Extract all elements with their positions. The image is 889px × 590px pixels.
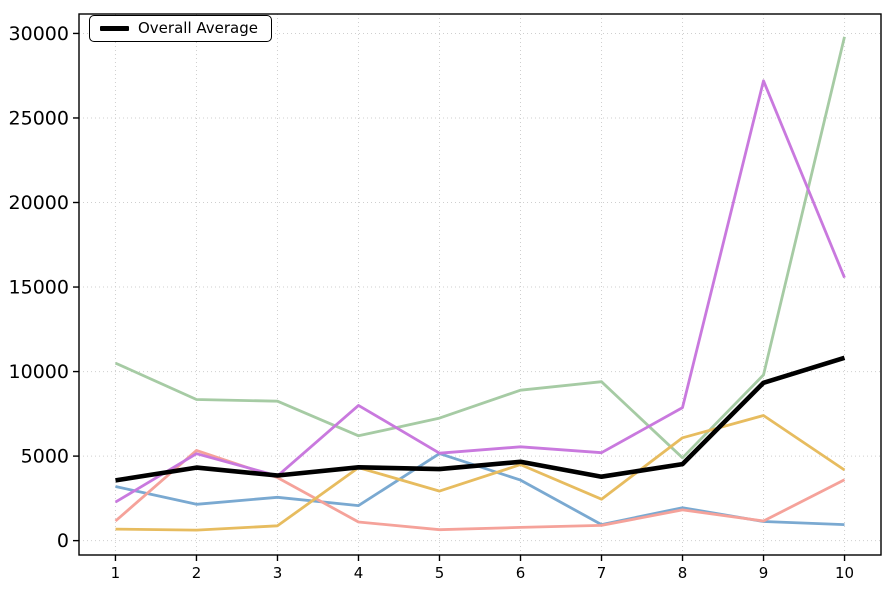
y-tick-label: 5000 [21,446,69,468]
y-tick-label: 0 [57,530,69,552]
legend-line-sample [100,26,129,31]
series-orange-line [115,414,846,532]
x-tick-label: 3 [273,564,283,582]
y-tick-label: 15000 [9,277,69,299]
x-tick-label: 9 [759,564,769,582]
x-tick-label: 8 [678,564,688,582]
plot-border [78,13,882,556]
legend-label: Overall Average [138,18,258,37]
series-violet-line [114,79,846,504]
x-tick-label: 1 [111,564,121,582]
x-tick-label: 2 [192,564,202,582]
y-tick-label: 20000 [9,192,69,214]
x-tick-label: 10 [835,564,854,582]
y-tick-label: 30000 [9,23,69,45]
overall-average-line [115,355,846,483]
x-tick-label: 7 [597,564,607,582]
legend: Overall Average [89,15,272,42]
x-tick-label: 4 [354,564,364,582]
series-green-line [114,36,846,460]
y-tick-label: 10000 [9,361,69,383]
x-tick-label: 6 [516,564,526,582]
x-tick-label: 5 [435,564,445,582]
y-tick-label: 25000 [9,107,69,129]
